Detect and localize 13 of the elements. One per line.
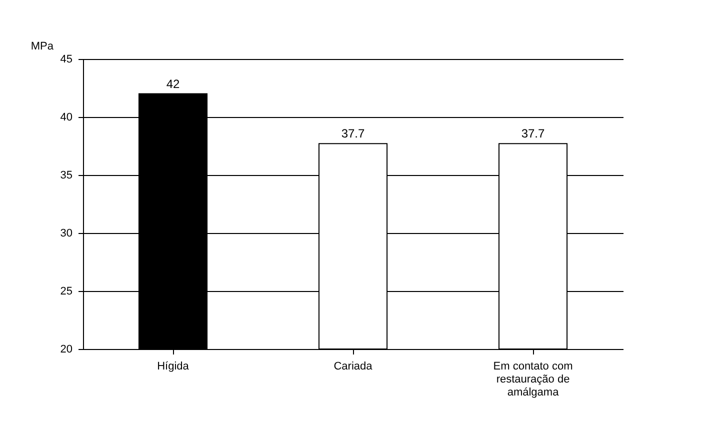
x-tick-label: Cariada [334, 360, 374, 372]
y-tick-label: 35 [60, 170, 72, 182]
x-tick-label: Em contato com restauração de amálgama [493, 360, 573, 398]
y-tick-label: 30 [60, 228, 72, 240]
x-tick-label: Hígida [157, 360, 190, 372]
data-label: 37.7 [521, 126, 545, 141]
data-label: 37.7 [341, 126, 365, 141]
y-tick-label: 40 [60, 112, 72, 124]
y-tick-label: 45 [60, 54, 72, 66]
y-axis-title: MPa [30, 40, 54, 52]
y-tick-label: 20 [60, 344, 72, 356]
data-label: 42 [166, 76, 180, 91]
y-tick-label: 25 [60, 286, 72, 298]
